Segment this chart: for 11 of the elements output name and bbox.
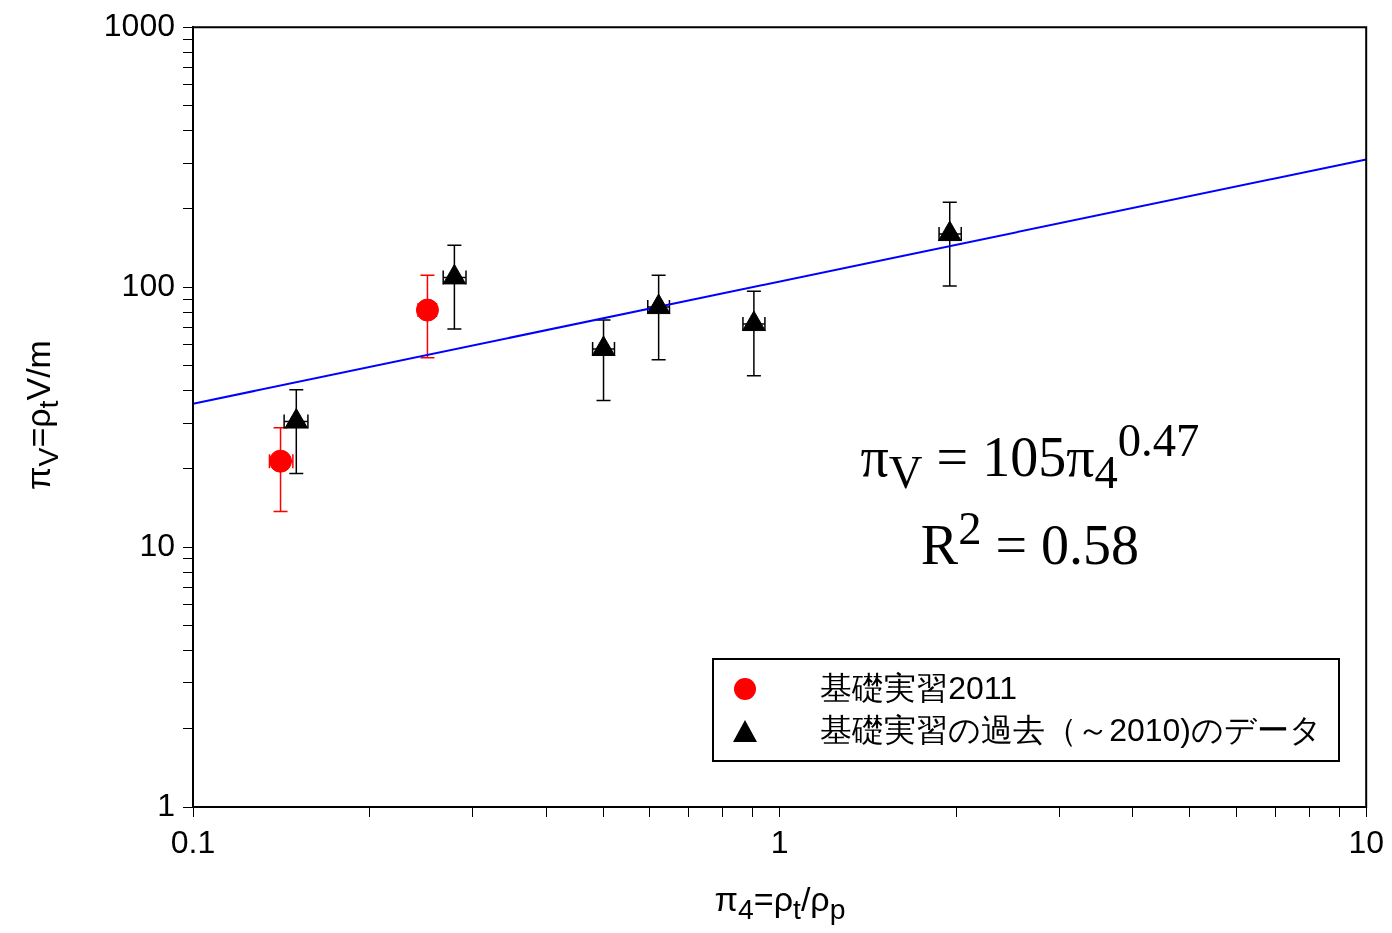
legend-label: 基礎実習2011 bbox=[820, 669, 1017, 708]
x-tick-label: 1 bbox=[770, 824, 789, 861]
y-tick-label: 10 bbox=[139, 526, 175, 563]
annotation: R$^{2}$ = 0.58 bbox=[919, 500, 1141, 578]
y-tick-label: 1 bbox=[157, 786, 175, 823]
x-tick-label: 10 bbox=[1348, 824, 1384, 861]
x-axis-title: π$_{4}$=ρ$_{t}$/ρ$_{p}$ bbox=[714, 880, 846, 926]
y-tick-label: 1000 bbox=[103, 7, 175, 44]
y-tick-label: 100 bbox=[121, 266, 175, 303]
x-tick-label: 0.1 bbox=[170, 824, 216, 861]
legend-label: 基礎実習の過去（～2010)のデータ bbox=[820, 711, 1322, 750]
